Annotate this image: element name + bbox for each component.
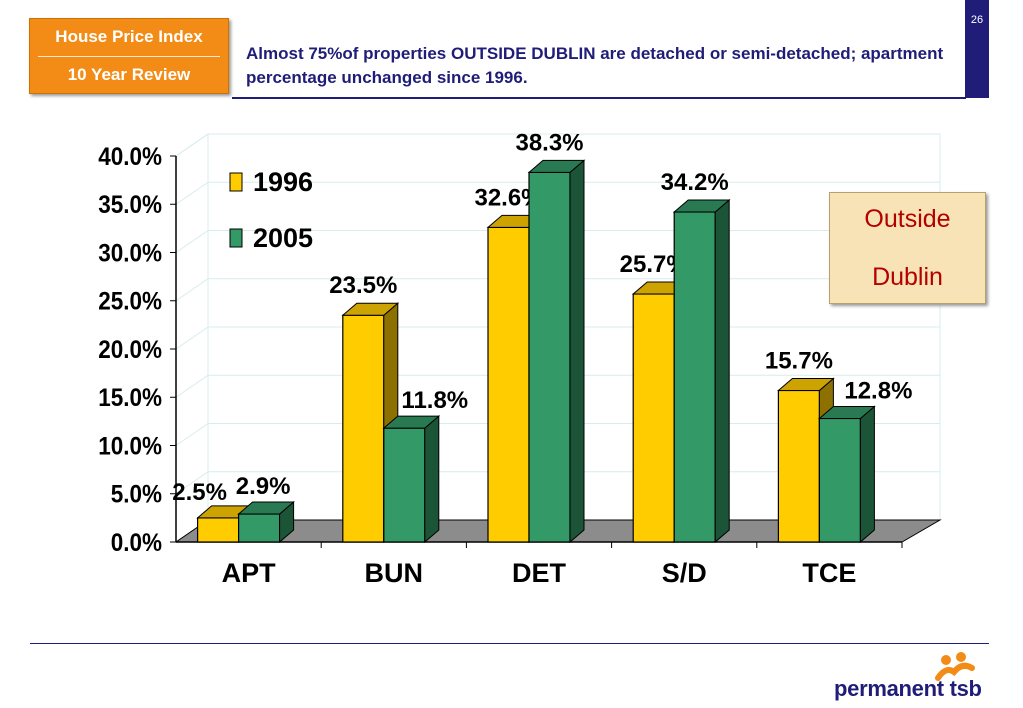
data-label: 12.8% [844,377,912,404]
bar-1996-sd [632,293,675,543]
bar-side [859,405,875,544]
bar-side [714,198,730,544]
bar-top [237,501,295,515]
gridline-side [175,423,209,446]
bar-1996-det [487,226,530,543]
legend-label-2005: 2005 [253,223,313,253]
y-tick-label: 25.0% [98,288,162,316]
bar-1996-apt [197,517,240,543]
bar-side [424,415,440,544]
gridline-side [175,181,209,205]
badge-title: House Price Index [55,27,203,46]
y-tick-label: 5.0% [111,481,162,509]
x-tick-label: TCE [802,558,856,588]
gridline-side [175,471,209,495]
y-tick-label: 15.0% [98,384,162,412]
bar-2005-tce [818,417,862,543]
bar-side [569,159,585,544]
legend-label-1996: 1996 [253,167,313,197]
y-tick-label: 0.0% [111,529,162,557]
bar-1996-tce [777,389,821,543]
data-label: 23.5% [329,272,397,299]
bar-top [527,159,586,173]
gridline-side [175,230,209,253]
callout-line-2: Dublin [872,263,943,291]
page-number-tab: 26 [965,0,989,98]
data-label: 38.3% [515,129,583,156]
bar-chart: 0.0% 5.0% 10.0% 15.0% 20.0% 25.0% 30.0% 35.0% 40… [98,129,942,588]
section-badge: House Price Index 10 Year Review [29,18,229,94]
header-rule [232,97,966,99]
badge-subtitle: 10 Year Review [67,65,191,84]
legend-swatch-1996 [229,172,243,192]
data-label: 15.7% [765,347,833,374]
data-label: 2.9% [236,473,291,500]
bar-2005-sd [673,211,716,543]
bar-2005-apt [238,513,281,543]
bar-2005-bun [383,427,426,543]
bar-top [341,302,400,316]
bar-2005-det [528,171,571,543]
y-tick-label: 10.0% [98,432,162,460]
badge-divider [38,56,220,57]
bar-top [777,377,835,391]
brand-logo-icon [935,652,975,681]
page-number: 26 [970,14,984,26]
legend-swatch-2005 [229,228,243,248]
brand-name: permanent tsb [834,676,982,701]
gridline-side [175,326,209,350]
data-label: 11.8% [401,387,468,414]
data-label: 34.2% [661,169,729,196]
y-tick-label: 40.0% [98,143,162,171]
slide-headline: Almost 75%of properties OUTSIDE DUBLIN a… [246,44,944,87]
x-tick-label: APT [222,558,277,588]
gridline-side [175,278,209,302]
bar-1996-bun [342,314,385,543]
region-callout: Outside Dublin [829,192,986,304]
y-tick-label: 30.0% [98,239,162,267]
data-label: 2.5% [172,479,227,506]
x-tick-label: BUN [365,558,424,588]
gridline-side [175,374,209,398]
x-tick-label: DET [512,558,567,588]
gridline-side [175,133,209,157]
x-tick-label: S/D [662,558,707,588]
footer-rule [30,643,989,644]
y-tick-label: 20.0% [98,336,162,364]
bar-top [382,415,441,429]
y-tick-label: 35.0% [98,191,162,219]
bar-top [672,199,731,213]
bar-top [818,405,876,419]
callout-line-1: Outside [864,205,951,233]
